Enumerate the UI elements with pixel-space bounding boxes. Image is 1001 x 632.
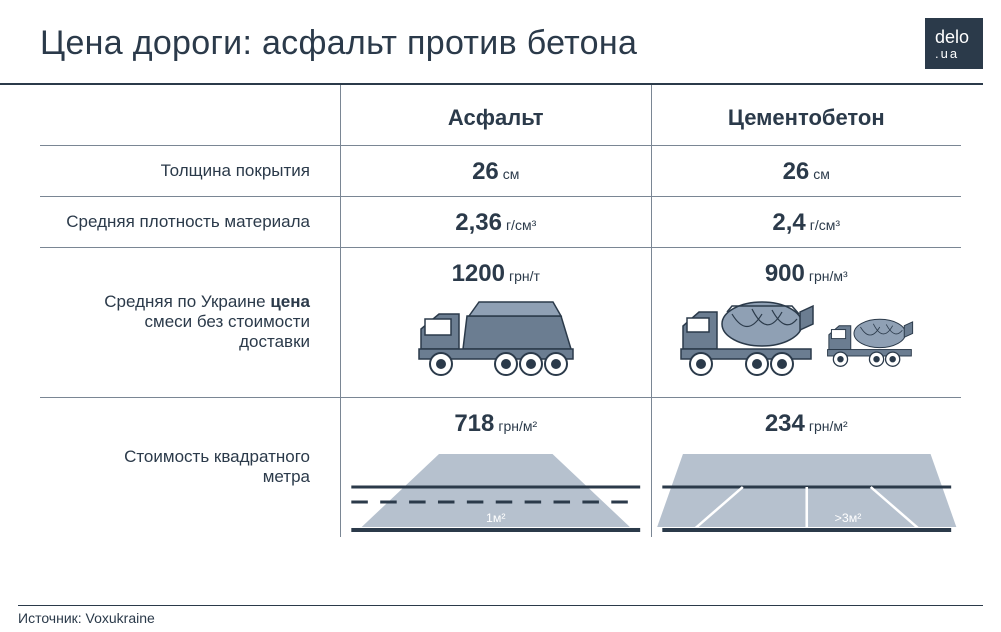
unit: г/см³ — [506, 217, 536, 233]
val: 2,4 — [772, 209, 805, 236]
val: 2,36 — [455, 209, 502, 236]
val: 900 — [765, 260, 805, 287]
row-label-price-mix: Средняя по Украине цена смеси без стоимо… — [40, 247, 340, 397]
mixer-truck-small-icon — [825, 294, 935, 379]
dump-truck-icon — [411, 294, 581, 379]
cell-pricem2-a: 718грн/м² 1м² — [340, 397, 651, 537]
th-blank — [40, 85, 340, 145]
row-label-thickness: Толщина покрытия — [40, 145, 340, 196]
badge-b: >3м² — [834, 511, 861, 525]
road-asphalt-icon: 1м² — [341, 442, 651, 537]
unit: грн/т — [509, 268, 540, 284]
val: 26 — [472, 158, 499, 185]
logo-line1: delo — [935, 28, 973, 47]
unit: грн/м² — [809, 418, 848, 434]
cell-pricem2-b: 234грн/м² >3м² — [651, 397, 962, 537]
cell-pricemix-a: 1200грн/т — [340, 247, 651, 397]
cell-density-a: 2,36г/см³ — [340, 196, 651, 247]
unit: см — [503, 166, 520, 182]
logo: delo .ua — [925, 18, 983, 69]
comparison-table: Асфальт Цементобетон Толщина покрытия 26… — [40, 85, 961, 537]
unit: см — [813, 166, 830, 182]
header: Цена дороги: асфальт против бетона delo … — [0, 0, 983, 85]
cell-density-b: 2,4 г/см³ — [651, 196, 962, 247]
unit: грн/м² — [498, 418, 537, 434]
mixer-truck-icon — [677, 294, 817, 379]
logo-line2: .ua — [935, 47, 973, 61]
th-asphalt: Асфальт — [340, 85, 651, 145]
val: 234 — [765, 410, 805, 437]
val: 1200 — [452, 260, 505, 287]
row-label-price-m2: Стоимость квадратного метра — [40, 397, 340, 537]
val: 718 — [454, 410, 494, 437]
unit: грн/м³ — [809, 268, 848, 284]
source-footer: Источник: Voxukraine — [18, 605, 983, 626]
row-label-density: Средняя плотность материала — [40, 196, 340, 247]
badge-a: 1м² — [486, 511, 506, 525]
road-concrete-icon: >3м² — [652, 442, 962, 537]
th-concrete: Цементобетон — [651, 85, 962, 145]
cell-thickness-a: 26см — [340, 145, 651, 196]
page-title: Цена дороги: асфальт против бетона — [40, 24, 637, 63]
cell-pricemix-b: 900грн/м³ — [651, 247, 962, 397]
cell-thickness-b: 26см — [651, 145, 962, 196]
val: 26 — [783, 158, 810, 185]
unit: г/см³ — [810, 217, 840, 233]
